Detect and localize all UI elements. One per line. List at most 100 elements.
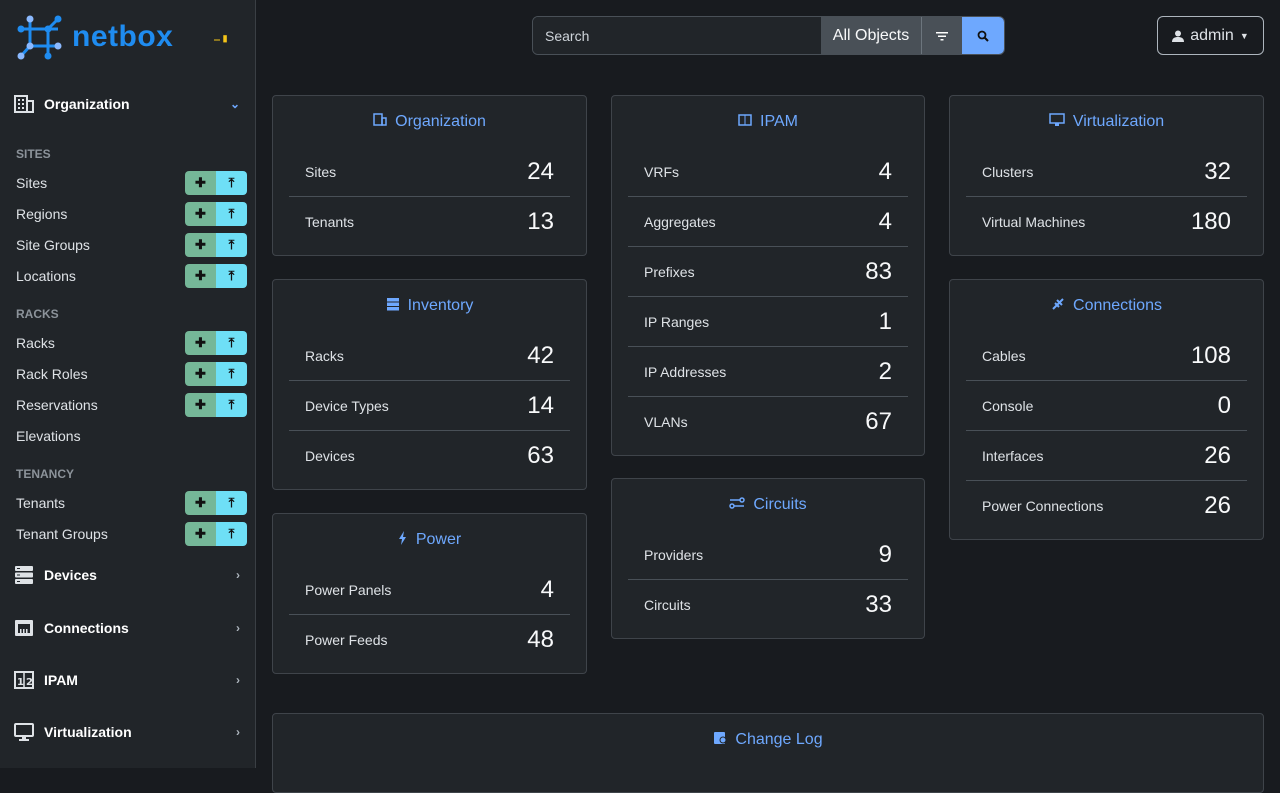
stat-label[interactable]: Providers	[644, 546, 704, 563]
stat-label[interactable]: Tenants	[305, 214, 355, 230]
import-button[interactable]: ⤒	[216, 233, 247, 257]
stat-row[interactable]: Sites 24	[289, 147, 570, 197]
stat-row[interactable]: VLANs 67	[628, 397, 908, 447]
menu-organization[interactable]: Organization ⌄	[14, 95, 240, 113]
import-button[interactable]: ⤒	[216, 202, 247, 226]
stat-row[interactable]: Aggregates 4	[628, 197, 908, 247]
import-button[interactable]: ⤒	[216, 171, 247, 195]
stat-value: 108	[1190, 341, 1231, 369]
add-button[interactable]: ✚	[185, 202, 216, 226]
sidebar-item-elevations[interactable]: Elevations	[16, 424, 247, 448]
import-button[interactable]: ⤒	[216, 491, 247, 515]
stat-row[interactable]: Prefixes 83	[628, 247, 908, 297]
add-button[interactable]: ✚	[185, 393, 216, 417]
stat-row[interactable]: Circuits 33	[628, 580, 908, 630]
add-button[interactable]: ✚	[185, 264, 216, 288]
sidebar-item-rack-roles[interactable]: Rack Roles ✚ ⤒	[16, 362, 247, 386]
card-title[interactable]: Connections	[950, 281, 1263, 331]
sidebar-item-tenant-groups[interactable]: Tenant Groups ✚ ⤒	[16, 522, 247, 546]
stat-row[interactable]: IP Addresses 2	[628, 347, 908, 397]
search-scope-select[interactable]: All Objects	[821, 17, 922, 54]
card-title-text: Inventory	[407, 297, 474, 314]
card-title[interactable]: IPAM	[612, 97, 924, 147]
stat-row[interactable]: IP Ranges 1	[628, 297, 908, 347]
stat-label[interactable]: IP Ranges	[644, 313, 710, 330]
search-button[interactable]	[962, 17, 1004, 54]
stat-row[interactable]: Power Connections 26	[966, 481, 1247, 531]
card-title[interactable]: Organization	[273, 97, 586, 147]
import-button[interactable]: ⤒	[216, 393, 247, 417]
stat-label[interactable]: Cables	[982, 347, 1026, 364]
stat-label[interactable]: Racks	[305, 347, 344, 364]
stat-row[interactable]: Clusters 32	[966, 147, 1247, 197]
sidebar-item-racks[interactable]: Racks ✚ ⤒	[16, 331, 247, 355]
stat-label[interactable]: Prefixes	[644, 263, 695, 280]
sidebar-item-sites[interactable]: Sites ✚ ⤒	[16, 171, 247, 195]
add-button[interactable]: ✚	[185, 233, 216, 257]
stat-label[interactable]: Circuits	[644, 597, 691, 613]
stat-label[interactable]: Power Feeds	[305, 632, 388, 648]
sidebar-item-site-groups[interactable]: Site Groups ✚ ⤒	[16, 233, 247, 257]
import-button[interactable]: ⤒	[216, 331, 247, 355]
stat-row[interactable]: Devices 63	[289, 431, 570, 481]
stat-row[interactable]: Cables 108	[966, 331, 1247, 381]
stat-value: 26	[1204, 492, 1231, 519]
stat-label[interactable]: Devices	[305, 448, 355, 464]
stat-label[interactable]: Interfaces	[982, 447, 1044, 464]
import-button[interactable]: ⤒	[216, 362, 247, 386]
stat-value: 4	[878, 157, 892, 185]
card-title[interactable]: Power	[273, 515, 586, 565]
stat-row[interactable]: Providers 9	[628, 530, 908, 580]
sidebar-item-locations[interactable]: Locations ✚ ⤒	[16, 264, 247, 288]
sidebar-item-tenants[interactable]: Tenants ✚ ⤒	[16, 491, 247, 515]
stat-row[interactable]: Tenants 13	[289, 197, 570, 247]
item-label: Sites	[16, 175, 48, 191]
stat-row[interactable]: Power Panels 4	[289, 565, 570, 615]
stat-value: 33	[865, 591, 892, 618]
menu-ipam[interactable]: 1 2 IPAM ›	[14, 671, 240, 689]
menu-devices[interactable]: Devices ›	[14, 566, 240, 584]
menu-connections[interactable]: Connections ›	[14, 619, 240, 637]
filter-icon[interactable]	[922, 17, 962, 54]
add-button[interactable]: ✚	[185, 491, 216, 515]
stat-row[interactable]: Virtual Machines 180	[966, 197, 1247, 247]
stat-label[interactable]: Sites	[305, 163, 337, 180]
stat-row[interactable]: Console 0	[966, 381, 1247, 431]
pin-icon[interactable]: ⎯▮	[214, 32, 230, 46]
stat-label[interactable]: Power Connections	[982, 498, 1104, 514]
stat-row[interactable]: Power Feeds 48	[289, 615, 570, 665]
item-label: Tenants	[16, 495, 66, 511]
menu-virtualization[interactable]: Virtualization ›	[14, 723, 240, 741]
chevron-right-icon: ›	[236, 673, 240, 687]
stat-row[interactable]: Interfaces 26	[966, 431, 1247, 481]
card-changelog: Change Log	[272, 713, 1264, 793]
add-button[interactable]: ✚	[185, 522, 216, 546]
stat-label[interactable]: IP Addresses	[644, 363, 727, 380]
stat-label[interactable]: VRFs	[644, 163, 679, 180]
stat-row[interactable]: Device Types 14	[289, 381, 570, 431]
card-title[interactable]: Change Log	[273, 715, 1263, 765]
sidebar-item-regions[interactable]: Regions ✚ ⤒	[16, 202, 247, 226]
stat-label[interactable]: Console	[982, 397, 1034, 414]
stat-row[interactable]: VRFs 4	[628, 147, 908, 197]
stat-label[interactable]: Clusters	[982, 163, 1034, 180]
stat-row[interactable]: Racks 42	[289, 331, 570, 381]
stat-label[interactable]: Power Panels	[305, 581, 392, 598]
add-button[interactable]: ✚	[185, 331, 216, 355]
stat-label[interactable]: Device Types	[305, 397, 389, 414]
add-button[interactable]: ✚	[185, 362, 216, 386]
stat-label[interactable]: VLANs	[644, 414, 688, 430]
stat-label[interactable]: Virtual Machines	[982, 214, 1086, 230]
import-button[interactable]: ⤒	[216, 264, 247, 288]
sidebar-item-reservations[interactable]: Reservations ✚ ⤒	[16, 393, 247, 417]
menu-label: Devices	[44, 567, 97, 583]
add-button[interactable]: ✚	[185, 171, 216, 195]
netbox-logo[interactable]: netbox	[16, 14, 173, 60]
stat-label[interactable]: Aggregates	[644, 213, 716, 230]
search-input[interactable]: Search	[533, 17, 821, 54]
card-title[interactable]: Virtualization	[950, 97, 1263, 147]
import-button[interactable]: ⤒	[216, 522, 247, 546]
user-menu-button[interactable]: admin ▼	[1157, 16, 1264, 55]
card-title[interactable]: Inventory	[273, 281, 586, 331]
card-title[interactable]: Circuits	[612, 480, 924, 530]
